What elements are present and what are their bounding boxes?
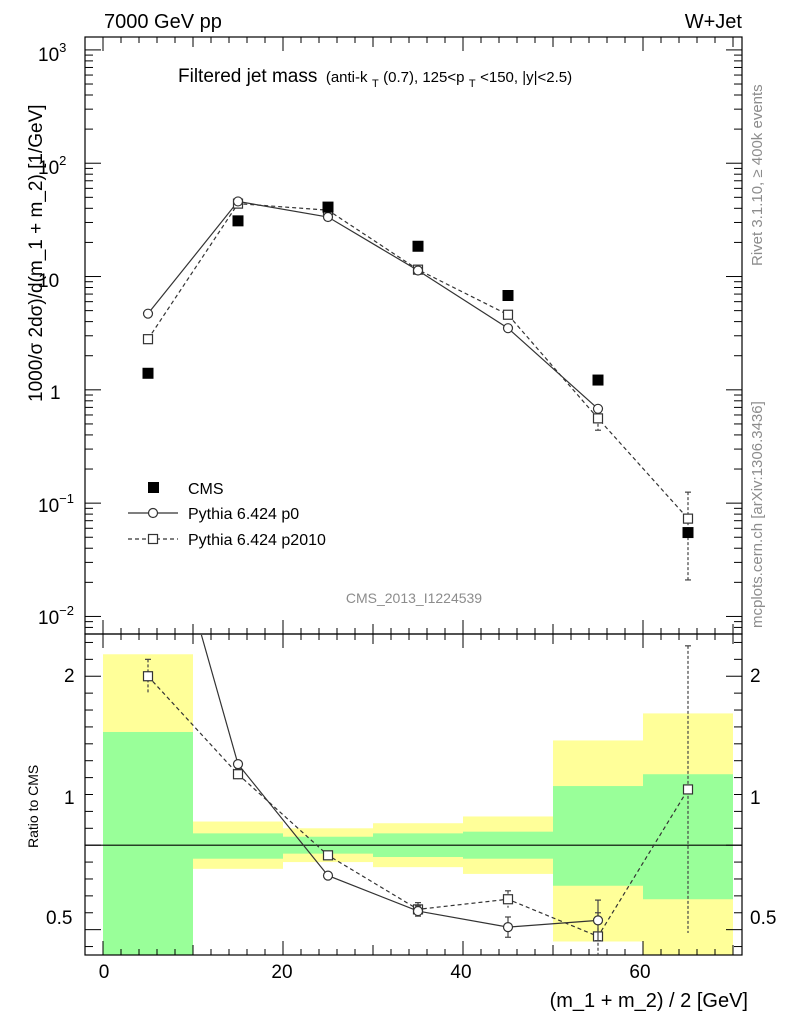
legend-label-p0: Pythia 6.424 p0 <box>188 506 299 523</box>
header-left: 7000 GeV pp <box>104 11 222 33</box>
ratio-p0-point <box>412 905 424 917</box>
legend-label-p2010: Pythia 6.424 p2010 <box>188 532 326 549</box>
main-panel-frame <box>84 36 743 635</box>
p0-point <box>142 308 154 319</box>
rtick-0.5-left: 0.5 <box>46 908 72 929</box>
ratio-data <box>142 634 694 955</box>
title-main: Filtered jet mass <box>178 66 317 87</box>
ratio-p2010-point <box>232 769 244 780</box>
green-band-bin-5 <box>553 786 643 886</box>
rtick-0.5-right: 0.5 <box>750 908 776 929</box>
ratio-line-p0 <box>200 634 599 928</box>
ytick-1: 1 <box>50 383 61 404</box>
xtick-0: 0 <box>99 962 110 983</box>
cms-point <box>412 240 424 252</box>
p0-point <box>232 196 244 207</box>
green-band-bin-0 <box>103 731 193 955</box>
xtick-20: 20 <box>271 962 292 983</box>
cms-point <box>592 374 604 386</box>
ratio-p2010-point <box>142 671 154 682</box>
title-sub-mid: (0.7), 125<p <box>383 69 464 86</box>
title-sub-prefix: (anti-k <box>326 69 368 86</box>
ratio-p0-point <box>322 870 334 881</box>
main-data <box>142 196 694 581</box>
ytick-0.1: 10−1 <box>38 491 74 517</box>
legend: CMS Pythia 6.424 p0 Pythia 6.424 p2010 <box>128 481 326 549</box>
legend-marker-cms <box>148 482 159 493</box>
y-tick-labels-bottom: 2 1 0.5 2 1 0.5 <box>46 666 776 929</box>
y-axis-label-bottom: Ratio to CMS <box>25 765 41 848</box>
title-sub-sub2: T <box>469 78 476 90</box>
plot-title: Filtered jet mass (anti-k T (0.7), 125<p… <box>178 66 572 91</box>
ytick-10: 10 <box>38 271 59 292</box>
title-sub-suffix: <150, |y|<2.5) <box>480 69 572 86</box>
p2010-point <box>142 334 154 345</box>
ytick-1000: 103 <box>38 40 66 66</box>
header-right: W+Jet <box>685 11 743 33</box>
rivet-version-label: Rivet 3.1.10, ≥ 400k events <box>749 84 766 266</box>
x-tick-labels: 0 20 40 60 <box>99 962 651 983</box>
cms-point <box>142 367 154 379</box>
p2010-point <box>592 413 604 424</box>
p2010-point <box>682 513 694 524</box>
p0-point <box>322 211 334 223</box>
cms-point <box>502 290 514 302</box>
analysis-id: CMS_2013_I1224539 <box>346 590 482 606</box>
ratio-p0-point <box>232 758 244 770</box>
y-axis-label-top: 1000/σ 2dσ)/d(m_1 + m_2) [1/GeV] <box>26 104 47 402</box>
cms-point <box>682 527 694 539</box>
cms-point <box>232 215 244 227</box>
ytick-0.01: 10−2 <box>38 603 74 629</box>
axis-ticks <box>85 37 742 955</box>
cms-point <box>322 201 334 213</box>
xtick-60: 60 <box>629 962 650 983</box>
mcplots-label: mcplots.cern.ch [arXiv:1306.3436] <box>749 401 766 628</box>
rtick-2-left: 2 <box>64 666 75 687</box>
xtick-40: 40 <box>450 962 471 983</box>
p0-point <box>412 265 424 276</box>
legend-label-cms: CMS <box>188 481 224 498</box>
p0-point <box>592 403 604 414</box>
ratio-p2010-point <box>682 784 694 795</box>
legend-marker-p0 <box>147 507 159 519</box>
p2010-point <box>502 309 514 320</box>
ratio-p0-point <box>502 922 514 933</box>
legend-marker-p2010 <box>147 533 159 545</box>
x-axis-label: (m_1 + m_2) / 2 [GeV] <box>550 990 748 1012</box>
ratio-p2010-point <box>502 894 514 905</box>
title-sub-sub1: T <box>372 78 379 90</box>
p0-point <box>502 323 514 334</box>
series-line-p0 <box>147 200 599 410</box>
rtick-2-right: 2 <box>750 666 761 687</box>
ratio-p2010-point <box>322 850 334 861</box>
rtick-1-right: 1 <box>750 788 761 809</box>
ratio-p0-point <box>592 915 604 926</box>
rtick-1-left: 1 <box>64 788 75 809</box>
ytick-100: 102 <box>38 153 66 179</box>
green-band-bin-1 <box>193 833 283 859</box>
y-tick-labels-top: 103 102 10 1 10−1 10−2 <box>38 40 74 629</box>
